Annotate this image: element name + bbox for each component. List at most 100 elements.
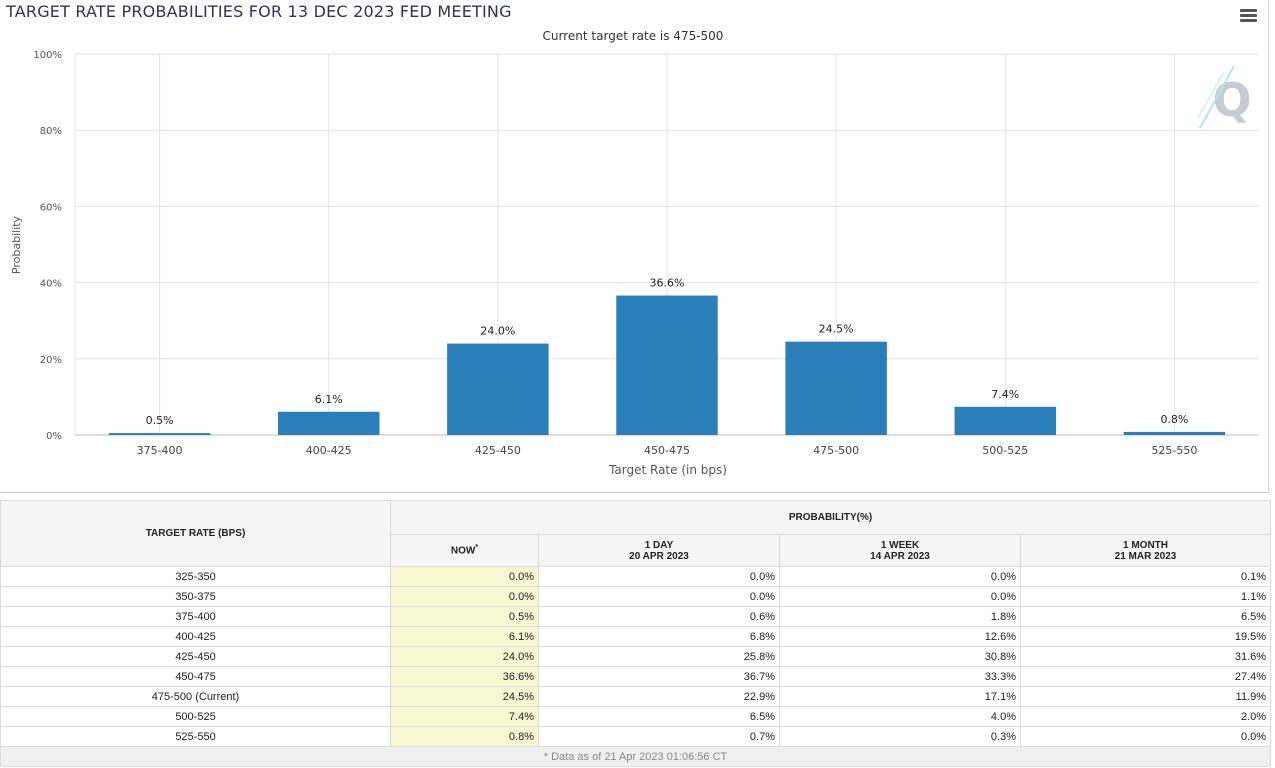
cell-rate: 475-500 (Current) xyxy=(0,686,391,707)
cell-month: 1.1% xyxy=(1019,586,1272,607)
cell-week: 0.0% xyxy=(779,566,1021,587)
y-tick-label: 60% xyxy=(40,202,62,213)
hamburger-menu-icon[interactable] xyxy=(1240,9,1257,24)
cell-week: 0.0% xyxy=(779,586,1021,607)
bar-450-475[interactable] xyxy=(616,295,718,435)
x-tick-label: 525-550 xyxy=(1151,444,1197,457)
x-axis-title: Target Rate (in bps) xyxy=(608,463,727,477)
cell-day: 25.8% xyxy=(538,646,780,667)
cell-now: 0.8% xyxy=(390,726,539,747)
data-label: 24.0% xyxy=(480,325,515,338)
y-tick-label: 40% xyxy=(40,279,62,290)
bar-525-550[interactable] xyxy=(1123,431,1226,435)
probability-table-panel: TARGET RATE (BPS) PROBABILITY(%) NOW* 1 … xyxy=(0,500,1272,768)
x-tick-label: 450-475 xyxy=(644,444,690,457)
data-label: 24.5% xyxy=(819,323,854,336)
cell-week: 1.8% xyxy=(779,606,1021,627)
cell-month: 11.9% xyxy=(1019,686,1272,707)
header-probability: PROBABILITY(%) xyxy=(389,500,1272,535)
header-1-month: 1 MONTH 21 MAR 2023 xyxy=(1019,534,1272,567)
x-tick-label: 375-400 xyxy=(137,444,183,457)
chart-panel: TARGET RATE PROBABILITIES FOR 13 DEC 202… xyxy=(0,0,1269,493)
bar-375-400[interactable] xyxy=(108,433,211,435)
cell-month: 0.0% xyxy=(1019,726,1272,747)
data-labels: 0.5% 6.1% 24.0% 36.6% 24.5% 7.4% 0.8% xyxy=(146,277,1189,428)
data-label: 36.6% xyxy=(650,277,685,290)
table-row: 400-425 6.1% 6.8% 12.6% 19.5% xyxy=(0,626,1272,647)
header-target-rate: TARGET RATE (BPS) xyxy=(0,500,391,567)
cell-day: 36.7% xyxy=(538,666,780,687)
cell-now: 36.6% xyxy=(390,666,539,687)
header-now: NOW* xyxy=(390,534,539,567)
cell-week: 33.3% xyxy=(779,666,1021,687)
bar-chart: Current target rate is 475-500 Q 0.5% 6.1… xyxy=(10,29,1259,477)
data-label: 0.5% xyxy=(146,414,174,427)
cell-rate: 400-425 xyxy=(0,626,391,647)
cell-month: 19.5% xyxy=(1019,626,1272,647)
cell-rate: 450-475 xyxy=(0,666,391,687)
cell-month: 2.0% xyxy=(1019,706,1272,727)
bar-500-525[interactable] xyxy=(954,406,1057,435)
x-tick-label: 425-450 xyxy=(475,444,521,457)
data-label: 0.8% xyxy=(1160,413,1188,426)
y-tick-label: 80% xyxy=(40,126,62,137)
probability-table: TARGET RATE (BPS) PROBABILITY(%) NOW* 1 … xyxy=(0,500,1272,767)
x-axis-ticks: 375-400 400-425 425-450 450-475 475-500 500-5… xyxy=(137,444,1198,457)
cell-now: 24.0% xyxy=(390,646,539,667)
table-footnote: * Data as of 21 Apr 2023 01:06:56 CT xyxy=(0,746,1272,767)
cell-rate: 375-400 xyxy=(0,606,391,627)
quikstrike-logo-icon: Q xyxy=(1197,65,1252,129)
cell-rate: 325-350 xyxy=(0,566,391,587)
y-tick-label: 100% xyxy=(33,50,62,61)
table-row: 325-350 0.0% 0.0% 0.0% 0.1% xyxy=(0,566,1272,587)
cell-day: 6.5% xyxy=(538,706,780,727)
table-row: 350-375 0.0% 0.0% 0.0% 1.1% xyxy=(0,586,1272,607)
cell-rate: 350-375 xyxy=(0,586,391,607)
cell-now: 6.1% xyxy=(390,626,539,647)
header-1-day: 1 DAY 20 APR 2023 xyxy=(538,534,780,567)
cell-month: 31.6% xyxy=(1019,646,1272,667)
data-label: 7.4% xyxy=(991,388,1019,401)
chart-title: TARGET RATE PROBABILITIES FOR 13 DEC 202… xyxy=(6,2,512,21)
table-row: 475-500 (Current) 24.5% 22.9% 17.1% 11.9% xyxy=(0,686,1272,707)
cell-week: 17.1% xyxy=(779,686,1021,707)
cell-month: 27.4% xyxy=(1019,666,1272,687)
bars xyxy=(108,295,1226,435)
cell-now: 0.0% xyxy=(390,566,539,587)
cell-now: 0.0% xyxy=(390,586,539,607)
cell-now: 7.4% xyxy=(390,706,539,727)
cell-day: 6.8% xyxy=(538,626,780,647)
table-row: 425-450 24.0% 25.8% 30.8% 31.6% xyxy=(0,646,1272,667)
cell-month: 6.5% xyxy=(1019,606,1272,627)
bar-475-500[interactable] xyxy=(785,341,887,435)
y-axis-ticks: 0% 20% 40% 60% 80% 100% xyxy=(33,50,62,442)
bar-400-425[interactable] xyxy=(277,411,380,435)
header-1-week: 1 WEEK 14 APR 2023 xyxy=(779,534,1021,567)
x-tick-label: 500-525 xyxy=(982,444,1028,457)
table-row: 375-400 0.5% 0.6% 1.8% 6.5% xyxy=(0,606,1272,627)
y-tick-label: 0% xyxy=(46,431,62,442)
y-axis-title: Probability xyxy=(10,215,23,274)
cell-rate: 525-550 xyxy=(0,726,391,747)
cell-month: 0.1% xyxy=(1019,566,1272,587)
x-tick-label: 475-500 xyxy=(813,444,859,457)
cell-rate: 500-525 xyxy=(0,706,391,727)
cell-day: 0.0% xyxy=(538,586,780,607)
cell-week: 12.6% xyxy=(779,626,1021,647)
x-tick-label: 400-425 xyxy=(306,444,352,457)
y-tick-label: 20% xyxy=(40,355,62,366)
cell-week: 0.3% xyxy=(779,726,1021,747)
cell-day: 0.6% xyxy=(538,606,780,627)
bar-425-450[interactable] xyxy=(447,343,549,435)
cell-day: 0.7% xyxy=(538,726,780,747)
cell-rate: 425-450 xyxy=(0,646,391,667)
cell-now: 24.5% xyxy=(390,686,539,707)
chart-subtitle: Current target rate is 475-500 xyxy=(543,29,724,43)
cell-day: 0.0% xyxy=(538,566,780,587)
cell-week: 4.0% xyxy=(779,706,1021,727)
table-row: 525-550 0.8% 0.7% 0.3% 0.0% xyxy=(0,726,1272,747)
cell-week: 30.8% xyxy=(779,646,1021,667)
table-row: 500-525 7.4% 6.5% 4.0% 2.0% xyxy=(0,706,1272,727)
data-label: 6.1% xyxy=(315,393,343,406)
cell-now: 0.5% xyxy=(390,606,539,627)
